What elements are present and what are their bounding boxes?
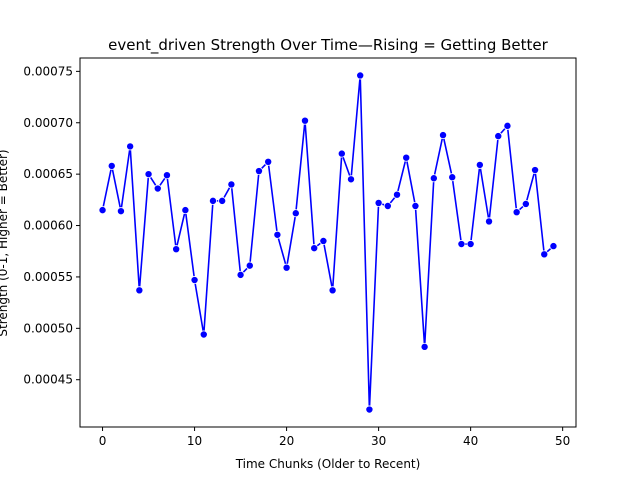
- x-tick-label: 0: [99, 434, 107, 448]
- data-point: [347, 175, 356, 184]
- data-point: [521, 199, 530, 208]
- x-tick-label: 40: [463, 434, 478, 448]
- data-point: [208, 196, 217, 205]
- x-tick-label: 30: [371, 434, 386, 448]
- data-point: [549, 242, 558, 251]
- data-point: [429, 174, 438, 183]
- x-tick-label: 10: [187, 434, 202, 448]
- data-point: [254, 167, 263, 176]
- y-tick-label: 0.00055: [23, 270, 73, 284]
- y-tick-label: 0.00075: [23, 64, 73, 78]
- data-point: [227, 180, 236, 189]
- x-axis-label: Time Chunks (Older to Recent): [235, 457, 421, 471]
- series-line: [101, 74, 554, 411]
- axes-frame: [79, 57, 577, 428]
- data-point: [383, 202, 392, 211]
- data-point: [328, 286, 337, 295]
- y-tick-label: 0.00060: [23, 219, 73, 233]
- x-axis: 0 10 20 30 40 50: [99, 427, 570, 448]
- data-point: [245, 261, 254, 270]
- data-point: [291, 209, 300, 218]
- data-point: [356, 71, 365, 80]
- x-tick-label: 20: [279, 434, 294, 448]
- data-point: [264, 157, 273, 166]
- data-point: [402, 153, 411, 162]
- data-point: [135, 286, 144, 295]
- data-point: [503, 121, 512, 130]
- data-point: [439, 131, 448, 140]
- data-point: [319, 236, 328, 245]
- data-point: [273, 230, 282, 239]
- data-point: [300, 116, 309, 125]
- data-point: [411, 202, 420, 211]
- data-point: [374, 198, 383, 207]
- data-point: [531, 166, 540, 175]
- data-point: [310, 244, 319, 253]
- data-point: [512, 208, 521, 217]
- data-point: [172, 245, 181, 254]
- data-point: [190, 276, 199, 285]
- data-point: [337, 149, 346, 158]
- data-point: [448, 173, 457, 182]
- data-point: [116, 207, 125, 216]
- data-point: [420, 342, 429, 351]
- data-point: [365, 405, 374, 414]
- data-point: [466, 240, 475, 249]
- y-tick-label: 0.00070: [23, 116, 73, 130]
- data-point: [457, 240, 466, 249]
- data-point: [126, 142, 135, 151]
- data-point: [494, 132, 503, 141]
- data-point: [540, 250, 549, 259]
- x-tick-label: 50: [555, 434, 570, 448]
- y-tick-label: 0.00045: [23, 373, 73, 387]
- chart-title: event_driven Strength Over Time—Rising =…: [108, 36, 548, 55]
- data-point: [475, 160, 484, 169]
- y-axis: 0.00045 0.00050 0.00055 0.00060 0.00065 0.000…: [23, 64, 80, 387]
- y-tick-label: 0.00065: [23, 167, 73, 181]
- data-point: [282, 263, 291, 272]
- data-point: [199, 330, 208, 339]
- data-point: [393, 190, 402, 199]
- data-point: [485, 217, 494, 226]
- data-point: [98, 206, 107, 215]
- data-point: [218, 196, 227, 205]
- y-axis-label: Strength (0-1, Higher = Better): [0, 149, 10, 336]
- data-point: [236, 270, 245, 279]
- y-tick-label: 0.00050: [23, 321, 73, 335]
- data-point: [153, 184, 162, 193]
- data-point: [181, 206, 190, 215]
- plot-area: [98, 71, 558, 414]
- data-point: [144, 170, 153, 179]
- data-point: [107, 161, 116, 170]
- data-point: [162, 171, 171, 180]
